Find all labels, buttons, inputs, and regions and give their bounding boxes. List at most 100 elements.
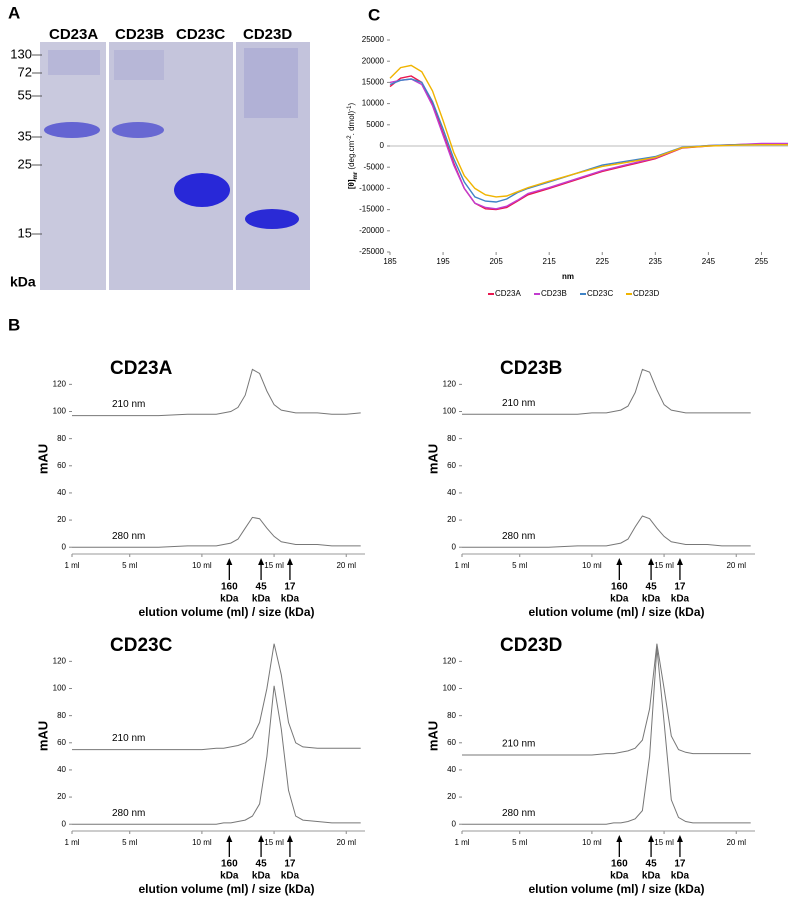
series-line [389,64,788,198]
x-tick-label: 15 ml [264,838,284,847]
series-label: 280 nm [112,808,145,819]
y-tick-label: 20 [447,515,456,524]
x-axis-label: elution volume (ml) / size (kDa) [528,882,704,896]
y-tick-label: 40 [57,765,66,774]
gel-image [32,42,310,290]
x-tick-label: 20 ml [336,838,356,847]
label-part: -2 [347,135,353,141]
panel-label: C [368,5,380,24]
x-tick-label: 1 ml [64,838,79,847]
y-tick-label: 80 [447,711,456,720]
series-line [462,515,751,548]
x-tick-label: 5 ml [512,561,527,570]
panel-label: A [8,3,20,22]
x-tick-label: 10 ml [192,561,212,570]
marker-arrowhead [286,558,293,565]
marker-unit: kDa [281,594,300,605]
x-tick-label: 195 [436,257,450,266]
marker-label: 72 [18,64,32,79]
marker-label: 130 [10,46,32,61]
x-tick-label: 15 ml [264,561,284,570]
series-label: 210 nm [502,398,535,409]
y-tick-label: 120 [443,379,457,388]
marker-label: 160 [221,582,238,593]
label-part: [θ] [347,179,356,189]
x-tick-label: 15 ml [654,838,674,847]
marker-label: 17 [284,859,296,870]
label-part: (deg.cm [347,140,356,171]
legend-label: CD23D [633,289,659,298]
y-tick-label: -5000 [364,162,385,171]
marker-label: 25 [18,156,32,171]
x-tick-label: 1 ml [64,561,79,570]
y-axis-label: [θ]mr (deg.cm-2. dmol)-1) [347,103,359,190]
marker-label: 160 [221,859,238,870]
y-tick-label: 80 [57,434,66,443]
y-tick-label: 40 [447,765,456,774]
y-tick-label: -25000 [359,247,384,256]
series-label: 280 nm [502,531,535,542]
y-tick-label: -15000 [359,205,384,214]
x-axis-label: nm [562,272,574,281]
series-label: 280 nm [112,531,145,542]
marker-label: 45 [256,859,268,870]
series-label: 210 nm [112,399,145,410]
y-tick-label: 25000 [362,35,385,44]
series-line [462,643,751,756]
x-tick-label: 1 ml [454,561,469,570]
x-tick-label: 15 ml [654,561,674,570]
label-part: ) [347,103,356,106]
series-line [462,368,751,415]
marker-unit: kDa [220,594,239,605]
marker-unit: kDa [671,594,690,605]
x-tick-label: 235 [649,257,663,266]
marker-unit: kDa [220,871,239,882]
marker-arrowhead [258,558,265,565]
y-tick-label: 20 [57,792,66,801]
marker-label: 17 [674,582,686,593]
marker-unit: kDa [610,594,629,605]
series-line [462,647,751,825]
series-line [389,78,788,210]
marker-label: 17 [284,582,296,593]
y-tick-label: 60 [447,738,456,747]
series-label: 280 nm [502,808,535,819]
lane-label: CD23D [243,26,292,43]
marker-label: 45 [646,582,658,593]
marker-unit: kDa [281,871,300,882]
x-tick-label: 5 ml [122,838,137,847]
series-line [72,685,361,825]
y-tick-label: 0 [452,542,457,551]
legend-label: CD23B [541,289,567,298]
x-tick-label: 20 ml [726,561,746,570]
x-tick-label: 10 ml [192,838,212,847]
x-tick-label: 20 ml [336,561,356,570]
y-tick-label: 40 [447,488,456,497]
marker-label: 55 [18,87,32,102]
chart-title: CD23A [110,358,173,379]
x-tick-label: 5 ml [122,561,137,570]
marker-arrowhead [676,835,683,842]
x-tick-label: 185 [383,257,397,266]
marker-arrowhead [648,558,655,565]
x-tick-label: 215 [543,257,557,266]
y-tick-label: 120 [443,656,457,665]
chart-title: CD23C [110,635,173,656]
marker-arrowhead [286,835,293,842]
legend-label: CD23A [495,289,521,298]
y-tick-label: 60 [447,461,456,470]
marker-unit: kDa [671,871,690,882]
y-tick-label: 0 [380,141,385,150]
y-axis-label: mAU [425,444,440,474]
y-tick-label: 100 [443,684,457,693]
marker-arrowhead [648,835,655,842]
x-axis-label: elution volume (ml) / size (kDa) [138,605,314,619]
x-tick-label: 10 ml [582,838,602,847]
y-tick-label: 0 [62,819,67,828]
marker-arrowhead [226,835,233,842]
y-axis-label: mAU [35,444,50,474]
series-line [72,368,361,417]
series-line [72,643,361,751]
lane-label: CD23A [49,26,98,43]
